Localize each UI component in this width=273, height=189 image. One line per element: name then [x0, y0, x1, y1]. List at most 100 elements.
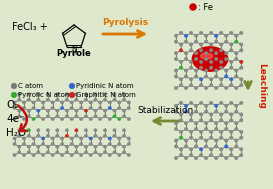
- Circle shape: [199, 66, 203, 69]
- Circle shape: [103, 134, 107, 137]
- Circle shape: [75, 129, 78, 132]
- Circle shape: [103, 129, 107, 132]
- Circle shape: [219, 60, 223, 64]
- Circle shape: [13, 101, 16, 104]
- Circle shape: [174, 156, 178, 160]
- Circle shape: [32, 153, 35, 157]
- Circle shape: [84, 98, 88, 101]
- Circle shape: [179, 130, 183, 134]
- Circle shape: [37, 129, 40, 132]
- Circle shape: [118, 106, 121, 110]
- Circle shape: [27, 98, 30, 101]
- Circle shape: [108, 153, 111, 157]
- Circle shape: [99, 117, 102, 121]
- Circle shape: [219, 31, 223, 35]
- Circle shape: [240, 60, 243, 64]
- Text: H: H: [71, 50, 77, 56]
- Circle shape: [174, 75, 178, 78]
- Circle shape: [219, 43, 223, 46]
- Circle shape: [18, 134, 21, 137]
- Circle shape: [27, 115, 30, 118]
- Circle shape: [209, 43, 213, 46]
- Circle shape: [84, 93, 88, 96]
- Circle shape: [215, 40, 218, 43]
- Circle shape: [103, 98, 107, 101]
- Circle shape: [174, 104, 178, 108]
- Circle shape: [79, 137, 83, 140]
- Circle shape: [51, 117, 54, 121]
- Text: H₂O: H₂O: [6, 128, 26, 138]
- Circle shape: [94, 134, 97, 137]
- Circle shape: [22, 137, 26, 140]
- Circle shape: [75, 98, 78, 101]
- Text: Stabilization: Stabilization: [137, 106, 193, 115]
- Circle shape: [204, 127, 208, 131]
- Circle shape: [69, 92, 75, 98]
- Circle shape: [219, 66, 223, 69]
- Circle shape: [235, 34, 238, 38]
- Circle shape: [75, 151, 78, 154]
- Circle shape: [204, 104, 208, 108]
- Circle shape: [174, 110, 178, 113]
- Circle shape: [103, 151, 107, 154]
- Circle shape: [189, 66, 193, 69]
- Circle shape: [204, 110, 208, 113]
- Circle shape: [240, 83, 243, 87]
- Circle shape: [127, 117, 130, 121]
- Circle shape: [37, 145, 40, 148]
- Circle shape: [184, 34, 188, 38]
- Circle shape: [122, 145, 126, 148]
- Circle shape: [189, 148, 193, 151]
- Circle shape: [46, 109, 49, 112]
- Circle shape: [199, 148, 203, 151]
- Circle shape: [75, 115, 78, 118]
- Circle shape: [240, 77, 243, 81]
- Circle shape: [32, 101, 35, 104]
- Circle shape: [56, 98, 59, 101]
- Circle shape: [215, 51, 218, 55]
- Circle shape: [65, 115, 69, 118]
- Circle shape: [179, 77, 183, 81]
- Circle shape: [224, 104, 228, 108]
- Circle shape: [230, 130, 233, 134]
- Circle shape: [65, 129, 69, 132]
- Circle shape: [230, 49, 233, 52]
- Circle shape: [194, 51, 198, 55]
- Circle shape: [37, 115, 40, 118]
- Circle shape: [219, 83, 223, 87]
- Circle shape: [113, 115, 116, 118]
- Circle shape: [70, 101, 73, 104]
- Circle shape: [215, 110, 218, 113]
- Circle shape: [118, 137, 121, 140]
- Circle shape: [209, 153, 213, 157]
- Circle shape: [46, 93, 49, 96]
- Circle shape: [118, 117, 121, 121]
- Text: : Fe: : Fe: [198, 2, 213, 12]
- Circle shape: [194, 122, 198, 125]
- Circle shape: [235, 40, 238, 43]
- Circle shape: [179, 153, 183, 157]
- Circle shape: [32, 142, 35, 146]
- Circle shape: [32, 106, 35, 110]
- Circle shape: [184, 122, 188, 125]
- Circle shape: [51, 137, 54, 140]
- Circle shape: [189, 153, 193, 157]
- Circle shape: [184, 127, 188, 131]
- Circle shape: [94, 129, 97, 132]
- Circle shape: [230, 113, 233, 116]
- Circle shape: [122, 134, 126, 137]
- Circle shape: [204, 122, 208, 125]
- Circle shape: [224, 127, 228, 131]
- Circle shape: [179, 49, 183, 52]
- Text: Pyridinic N atom: Pyridinic N atom: [76, 83, 134, 89]
- Circle shape: [179, 31, 183, 35]
- Circle shape: [61, 117, 64, 121]
- Circle shape: [184, 51, 188, 55]
- Text: Leaching: Leaching: [257, 63, 266, 109]
- Circle shape: [194, 40, 198, 43]
- Circle shape: [204, 139, 208, 142]
- Text: Pyrrole: Pyrrole: [57, 49, 91, 57]
- Circle shape: [215, 104, 218, 108]
- Circle shape: [113, 145, 116, 148]
- Circle shape: [122, 109, 126, 112]
